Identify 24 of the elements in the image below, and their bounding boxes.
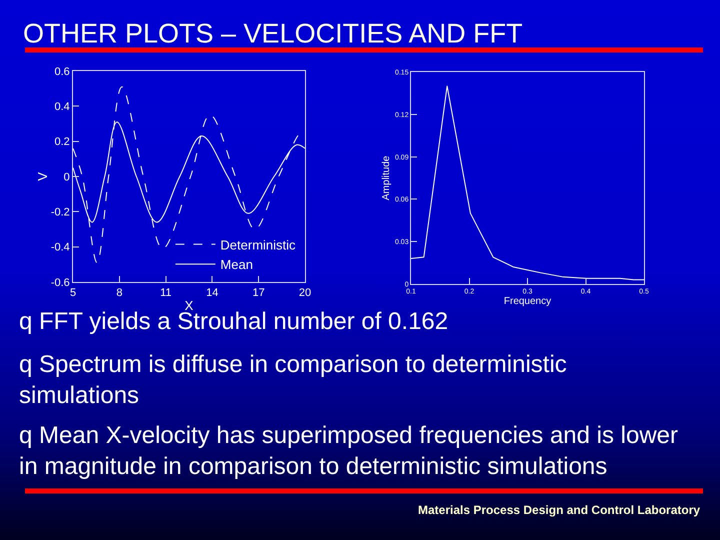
x-tick-label: 14 bbox=[206, 287, 218, 300]
legend-label: Deterministic bbox=[220, 237, 296, 252]
x-tick-label: 11 bbox=[160, 287, 172, 300]
y-tick-label: 0.2 bbox=[54, 136, 70, 148]
x-tick-label: 8 bbox=[116, 287, 122, 300]
y-tick-label: -0.4 bbox=[50, 242, 70, 254]
y-tick-label: 0 bbox=[64, 171, 70, 184]
x-tick-label: 5 bbox=[70, 287, 76, 300]
y-tick-label: -0.6 bbox=[50, 276, 70, 289]
y-tick-label: 0.4 bbox=[54, 101, 70, 114]
line-series bbox=[411, 86, 644, 280]
y-axis-title: Amplitude bbox=[380, 155, 392, 200]
x-axis-title: X bbox=[184, 298, 194, 313]
x-axis-title: Frequency bbox=[504, 296, 552, 307]
chart-title: OTHER PLOTS – VELOCITIES AND FFT bbox=[23, 18, 523, 48]
x-tick-label: 20 bbox=[298, 287, 312, 300]
y-axis-title: V bbox=[34, 172, 50, 181]
y-tick-label: 0.6 bbox=[54, 66, 70, 78]
text: q Spectrum is diffuse in comparison to deterministic simulations bbox=[19, 351, 567, 410]
x-tick-label: 17 bbox=[252, 287, 265, 300]
legend-label: Mean bbox=[220, 257, 253, 272]
y-tick-label: -0.2 bbox=[50, 206, 70, 219]
text: Materials Process Design and Control Laboratory bbox=[418, 503, 700, 517]
text: q Mean X-velocity has superimposed frequencies and is lower in magnitude in comparison to deterministic simulations bbox=[19, 422, 678, 480]
